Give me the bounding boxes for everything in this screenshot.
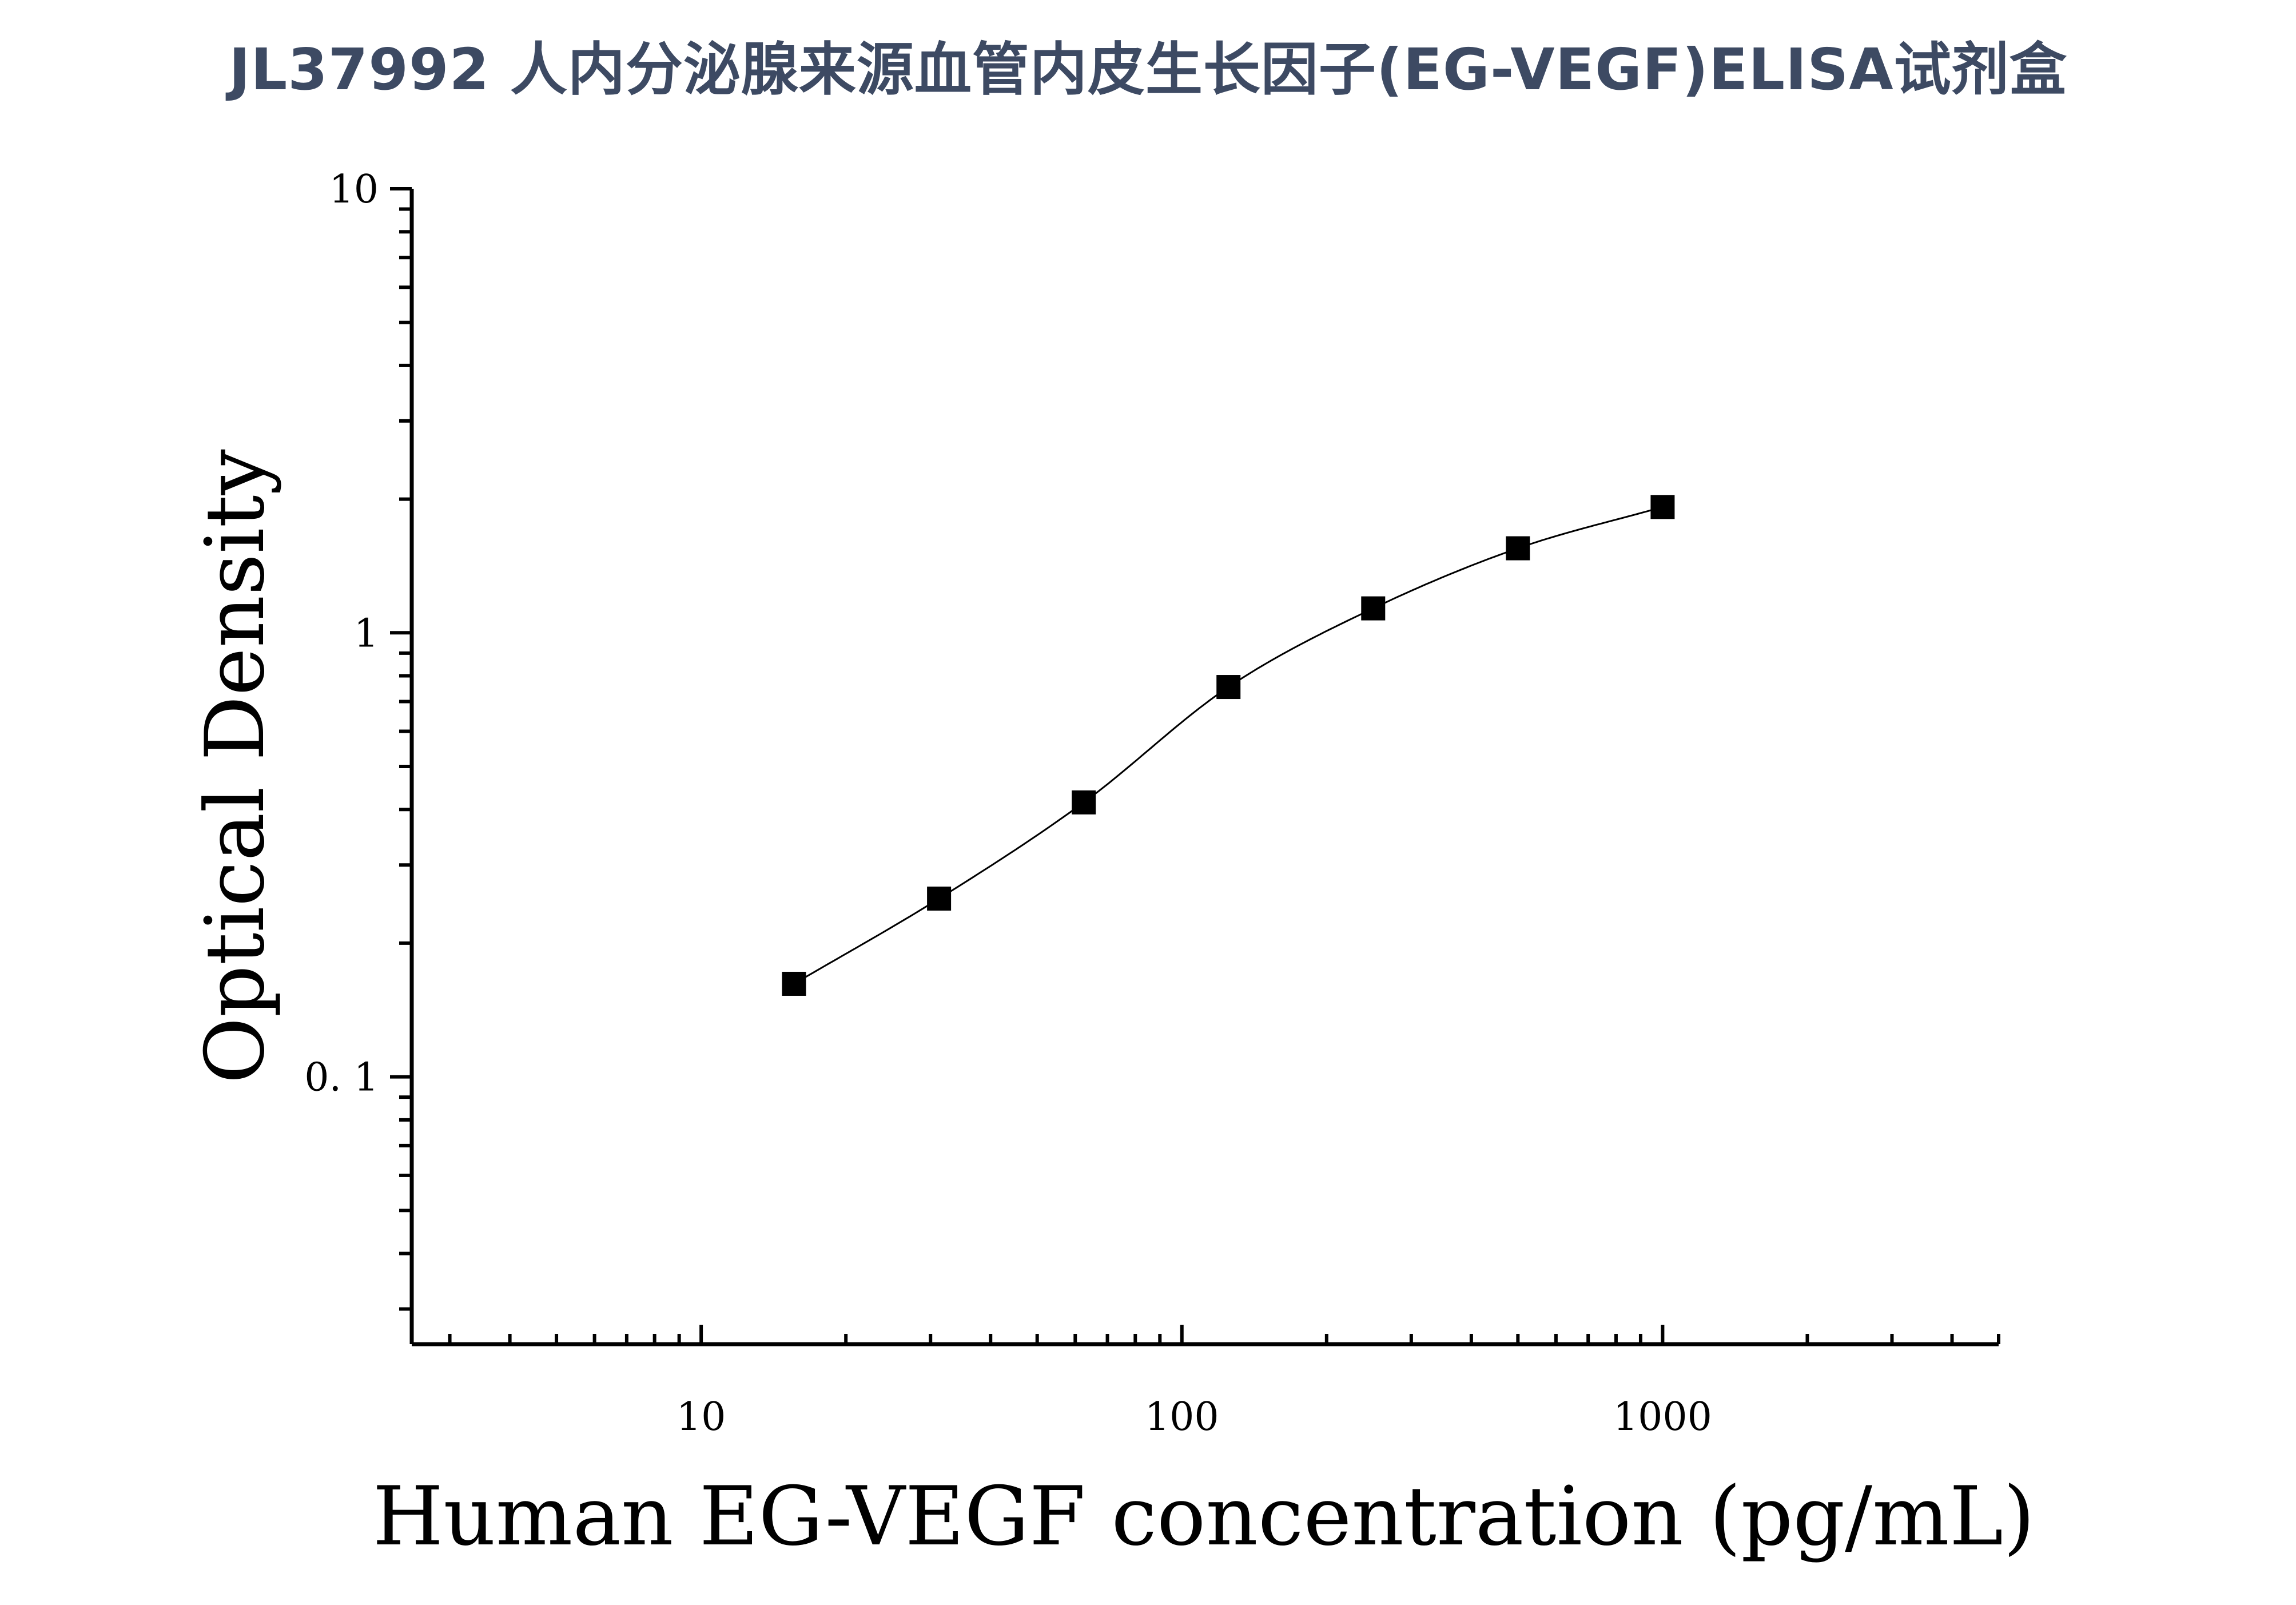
axes [409,189,1999,1346]
ticks: 10 100 1000 0. 1 1 10 [304,167,2000,1440]
fit-curve-layer [793,506,1663,985]
data-point [782,971,806,996]
data-point [927,887,952,911]
data-points-layer [782,495,1675,996]
y-axis-label: Optical Density [188,449,282,1083]
x-tick-label: 100 [1145,1395,1219,1440]
data-point [1361,596,1386,621]
x-tick-label: 1000 [1613,1395,1712,1440]
y-tick-label: 10 [329,167,379,212]
data-point [1650,495,1675,519]
page-title: JL37992 人内分泌腺来源血管内皮生长因子(EG-VEGF)ELISA试剂盒 [229,36,2067,103]
x-axis-label: Human EG-VEGF concentration (pg/mL) [373,1469,2035,1564]
y-tick-label: 0. 1 [304,1055,379,1101]
data-point [1072,790,1096,815]
y-tick-label: 1 [354,611,379,656]
fit-curve [793,506,1663,985]
data-point [1506,536,1530,561]
data-point [1216,675,1241,700]
x-tick-label: 10 [677,1395,726,1440]
